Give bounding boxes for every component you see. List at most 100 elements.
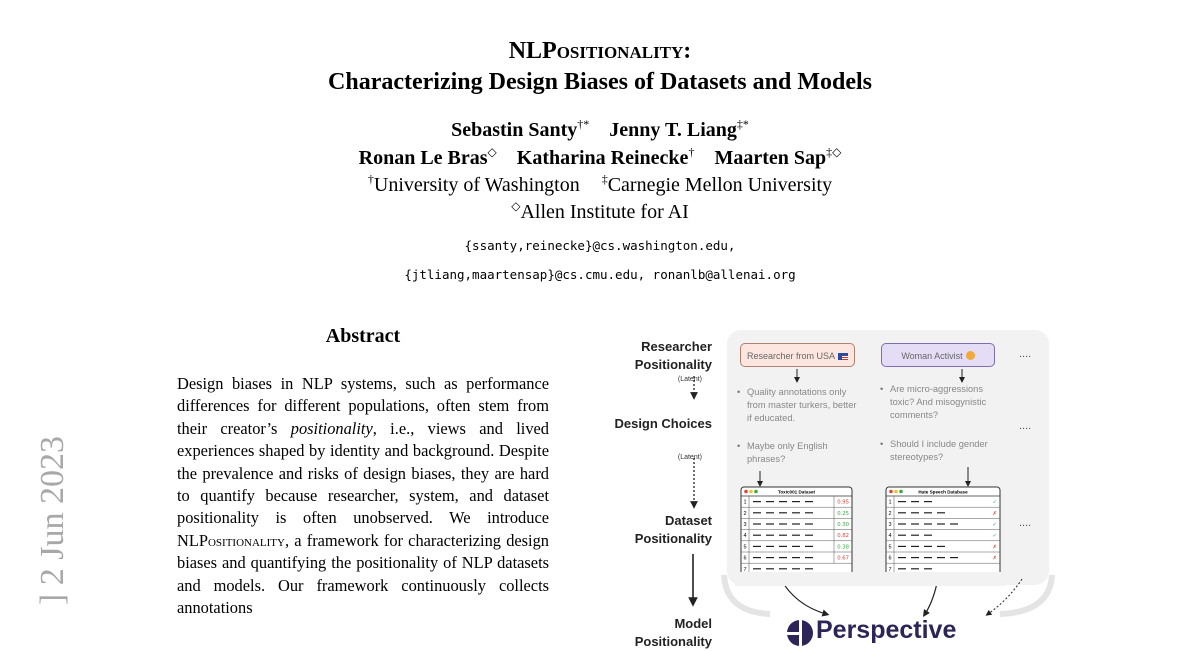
author-name: Sebastin Santy <box>451 119 578 141</box>
row-label: ✓ <box>993 522 997 528</box>
row-label: ✓ <box>993 500 997 506</box>
title-line: Characterizing Design Biases of Datasets… <box>328 69 872 95</box>
paper-header: NLPositionality: Characterizing Design Bi… <box>0 36 1200 289</box>
stage-text: Model Positionality <box>634 616 712 649</box>
affiliation-mark: ‡ <box>601 172 608 186</box>
model-name: Perspective <box>816 616 957 644</box>
affiliation: ‡Carnegie Mellon University <box>601 172 833 196</box>
email-line: {ssanty,reinecke}@cs.washington.edu, <box>464 238 736 253</box>
row-id: 6 <box>744 556 747 562</box>
row-id: 2 <box>744 511 747 517</box>
window-dot <box>899 489 903 494</box>
title: NLPositionality: Characterizing Design Bi… <box>0 36 1200 98</box>
ellipsis: .... <box>1019 420 1032 432</box>
author-name: Maarten Sap <box>714 147 827 169</box>
author: Jenny T. Liang‡* <box>609 117 749 141</box>
design-choice: Are micro-aggressions toxic? And misogyn… <box>880 383 1002 422</box>
affiliations: †University of Washington ‡Carnegie Mello… <box>0 172 1200 226</box>
stage-text: Design Choices <box>614 416 712 431</box>
ellipsis: .... <box>1019 348 1032 360</box>
perspective-logo-icon <box>786 619 813 647</box>
affiliation-line: ◇Allen Institute for AI <box>0 199 1200 226</box>
author-name: Katharina Reinecke <box>516 147 689 169</box>
author: Sebastin Santy†* <box>451 117 590 141</box>
author-name: Ronan Le Bras <box>358 147 488 169</box>
stage-note: (Latent) <box>677 376 702 383</box>
abstract-part: , i.e., views and lived experiences shap… <box>177 418 550 528</box>
author: Katharina Reinecke† <box>516 145 695 169</box>
stage-label: Dataset Positionality <box>602 512 712 548</box>
stage-text: Dataset Positionality <box>634 513 712 546</box>
author-marks: ‡◇ <box>826 145 842 159</box>
window-dot <box>889 489 893 494</box>
row-id: 7 <box>889 567 892 573</box>
row-id: 4 <box>744 533 747 539</box>
row-id: 2 <box>889 511 892 517</box>
window-dot <box>749 489 753 494</box>
row-id: 4 <box>889 533 892 539</box>
abstract-part: Design biases in NLP systems, such as pe… <box>177 374 549 438</box>
row-label: 0.67 <box>837 556 849 562</box>
row-label: ✗ <box>993 544 997 550</box>
affiliation: ◇Allen Institute for AI <box>511 199 689 223</box>
arrow <box>985 578 1023 616</box>
row-label: 0.25 <box>837 511 849 517</box>
stage-label: Design Choices <box>602 415 712 433</box>
persona-box: Researcher from USA <box>740 343 855 367</box>
author-line: Ronan Le Bras◇ Katharina Reinecke† Maarten… <box>0 144 1200 172</box>
stage-label: Model Positionality <box>602 615 712 651</box>
affiliation-name: Allen Institute for AI <box>520 201 689 223</box>
persona-text: Researcher from USA <box>746 351 836 361</box>
row-id: 7 <box>744 567 747 573</box>
author-line: Sebastin Santy†* Jenny T. Liang‡* <box>0 116 1200 144</box>
row-id: 1 <box>889 500 892 506</box>
abstract-part: , a framework for characterizing design … <box>177 530 549 618</box>
table-title: Hate Speech Database <box>918 489 968 494</box>
author-name: Jenny T. Liang <box>609 119 737 141</box>
row-label: 0.95 <box>837 500 849 506</box>
row-label: 0.38 <box>837 544 849 550</box>
author-marks: † <box>688 145 695 159</box>
persona-icon <box>838 353 849 360</box>
row-label: 0.30 <box>837 522 849 528</box>
author-marks: †* <box>577 117 590 131</box>
affiliation-line: †University of Washington ‡Carnegie Mello… <box>0 172 1200 199</box>
design-choice: Maybe only English phrases? <box>737 440 859 466</box>
row-id: 6 <box>889 556 892 562</box>
stage-note: (Latent) <box>677 454 702 461</box>
row-id: 3 <box>744 522 747 528</box>
affiliation-name: Carnegie Mellon University <box>607 174 833 196</box>
persona-box: Woman Activist <box>881 343 995 367</box>
row-label: ✓ <box>993 533 997 539</box>
row-label: 0.82 <box>837 533 849 539</box>
row-id: 1 <box>744 500 747 506</box>
abstract-text: Design biases in NLP systems, such as pe… <box>177 373 549 619</box>
abstract-heading: Abstract <box>325 325 401 347</box>
author-marks: ‡* <box>736 117 749 131</box>
row-label: ✗ <box>993 556 997 562</box>
design-choice: Quality annotations only from master tur… <box>737 386 859 425</box>
panel-curve <box>721 574 1055 617</box>
abstract-part: NLPositionality <box>177 530 285 550</box>
affiliation-name: University of Washington <box>373 174 580 196</box>
persona-text: Woman Activist <box>901 351 963 361</box>
abstract-part: positionality <box>290 418 373 438</box>
persona-icon <box>965 351 975 360</box>
row-id: 5 <box>744 544 747 550</box>
window-dot <box>754 489 758 494</box>
window-dot <box>744 489 748 494</box>
affiliation-mark: ◇ <box>511 199 521 213</box>
panel-mask <box>735 572 1005 586</box>
window-dot <box>894 489 898 494</box>
affiliation: †University of Washington <box>368 173 580 196</box>
row-label: ✗ <box>993 511 997 517</box>
authors: Sebastin Santy†* Jenny T. Liang‡* Ronan Le… <box>0 116 1200 172</box>
title-line: NLPositionality: <box>508 38 692 64</box>
row-id: 5 <box>889 544 892 550</box>
emails: {ssanty,reinecke}@cs.washington.edu, {jtl… <box>0 231 1200 289</box>
table-title: Toxic001 Dataset <box>778 489 816 494</box>
email-line: {jtliang,maartensap}@cs.cmu.edu, ronanlb… <box>404 267 796 282</box>
